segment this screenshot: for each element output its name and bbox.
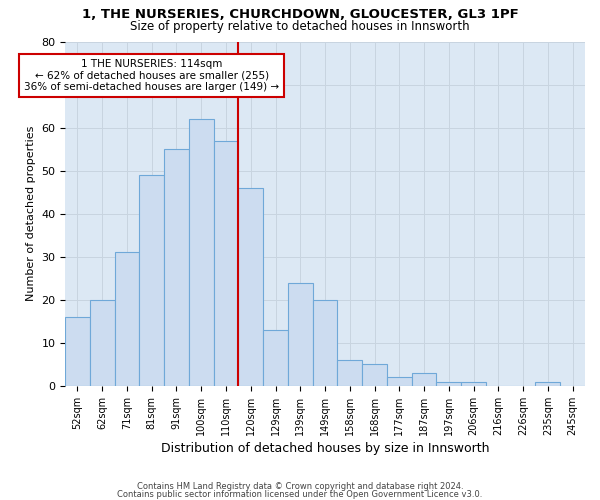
Y-axis label: Number of detached properties: Number of detached properties xyxy=(26,126,35,302)
Bar xyxy=(461,382,486,386)
Bar xyxy=(263,330,288,386)
Text: 1 THE NURSERIES: 114sqm
← 62% of detached houses are smaller (255)
36% of semi-d: 1 THE NURSERIES: 114sqm ← 62% of detache… xyxy=(24,58,279,92)
Text: 1, THE NURSERIES, CHURCHDOWN, GLOUCESTER, GL3 1PF: 1, THE NURSERIES, CHURCHDOWN, GLOUCESTER… xyxy=(82,8,518,20)
Text: Contains public sector information licensed under the Open Government Licence v3: Contains public sector information licen… xyxy=(118,490,482,499)
X-axis label: Distribution of detached houses by size in Innsworth: Distribution of detached houses by size … xyxy=(161,442,489,455)
Bar xyxy=(436,382,461,386)
Bar xyxy=(313,300,337,386)
Bar xyxy=(90,300,115,386)
Text: Contains HM Land Registry data © Crown copyright and database right 2024.: Contains HM Land Registry data © Crown c… xyxy=(137,482,463,491)
Bar xyxy=(362,364,387,386)
Text: Size of property relative to detached houses in Innsworth: Size of property relative to detached ho… xyxy=(130,20,470,33)
Bar xyxy=(115,252,139,386)
Bar xyxy=(238,188,263,386)
Bar xyxy=(535,382,560,386)
Bar xyxy=(387,378,412,386)
Bar xyxy=(139,175,164,386)
Bar xyxy=(337,360,362,386)
Bar xyxy=(65,317,90,386)
Bar xyxy=(214,140,238,386)
Bar xyxy=(189,119,214,386)
Bar xyxy=(164,149,189,386)
Bar xyxy=(288,282,313,386)
Bar xyxy=(412,373,436,386)
